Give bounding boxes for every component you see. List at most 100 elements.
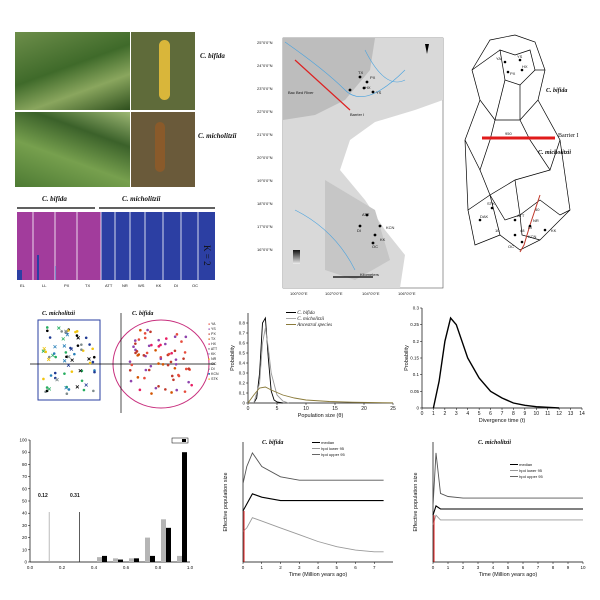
- pca-point: [88, 343, 91, 346]
- x-tick-label: 0: [421, 411, 424, 417]
- x-tick-label: 7: [537, 565, 540, 570]
- x-tick-label: 12: [556, 411, 562, 417]
- pca-point: [133, 339, 137, 342]
- bar: [113, 558, 118, 562]
- x-tick-label: 0: [432, 565, 435, 570]
- barrier-network: [464, 34, 571, 253]
- pca-point: [76, 336, 80, 340]
- bar: [118, 559, 123, 562]
- series-line: [242, 493, 384, 512]
- x-tick-label: 0.6: [123, 565, 130, 570]
- y-tick-label: 0: [24, 560, 27, 565]
- map-pop-DI: DI: [357, 228, 361, 233]
- pca-point: [190, 383, 193, 387]
- x-axis-label: Time (Million years ago): [479, 572, 538, 578]
- pca-point: [64, 385, 68, 390]
- y-tick-label: 0: [242, 401, 245, 406]
- pca-point: [45, 386, 49, 389]
- structure-k-label: K = 2: [202, 245, 212, 266]
- pca-point: [184, 367, 188, 371]
- pca-point: [82, 388, 86, 392]
- pca-point: [91, 360, 95, 364]
- x-tick-label: 3: [455, 411, 458, 417]
- pca-point: [134, 342, 137, 345]
- pca-point: [70, 370, 74, 373]
- structure-pop-OC: OC: [192, 283, 198, 288]
- pca-point: [145, 351, 149, 355]
- pca-point: [80, 348, 83, 351]
- structure-pop-LL: LL: [42, 283, 47, 288]
- map-lat-tick-3: 23°0'0"N: [257, 86, 273, 91]
- pca-point: [183, 351, 187, 354]
- bsp-micholitzii-legend: median hpd lower 95 hpd upper 95: [510, 462, 543, 480]
- y-tick-label: 80: [22, 462, 28, 467]
- x-tick-label: 5: [507, 565, 510, 570]
- pca-point: [63, 372, 66, 375]
- pca-point: [147, 344, 151, 348]
- x-tick-label: 20: [361, 406, 367, 412]
- pca-point: [157, 362, 160, 365]
- x-tick-label: 0: [247, 406, 250, 412]
- x-axis-label: Divergence time (t): [479, 418, 526, 424]
- pca-legend-item: ● NR: [208, 357, 217, 361]
- map-pop-HX: HX: [365, 85, 371, 90]
- pca-point: [167, 352, 171, 356]
- series-line: [432, 514, 583, 525]
- histogram-chart: 0 10 20 30 40 50 60 70 80 90 100 0.0 0.2 0.4 0.6 0.8 1.0: [19, 438, 193, 571]
- pca-point: [180, 340, 183, 343]
- popsize-legend: C. bifida C. micholitzii Ancestral speci…: [286, 311, 332, 329]
- y-tick-label: 0.4: [239, 361, 246, 366]
- pca-legend-item: ● TX: [208, 337, 216, 341]
- pca-point: [150, 392, 153, 395]
- y-tick-label: 0.2: [413, 339, 420, 344]
- x-axis-label: Population size (θ): [298, 413, 344, 419]
- pca-point: [64, 351, 68, 354]
- network-barrier-value: 950: [505, 131, 512, 136]
- pca-point: [57, 326, 61, 330]
- pca-point: [187, 367, 191, 371]
- pca-point: [157, 338, 160, 342]
- pca-point: [143, 336, 147, 340]
- y-tick-label: 0.25: [410, 322, 419, 327]
- pca-point: [169, 360, 173, 364]
- pca-point: [149, 364, 153, 368]
- pca-point: [128, 368, 132, 372]
- x-tick-label: 9: [567, 565, 570, 570]
- network-node-STK: STK: [487, 201, 495, 206]
- y-tick-label: 70: [22, 474, 28, 479]
- pca-point: [80, 343, 83, 346]
- network-node-48: 48: [520, 228, 525, 233]
- pca-point: [154, 386, 158, 390]
- pca-legend-item: ● PX: [208, 332, 216, 336]
- bsp-bifida-legend: median hpd lower 95 hpd upper 95: [312, 440, 345, 458]
- pca-point: [62, 344, 67, 348]
- network-node-DI: DI: [528, 225, 532, 230]
- structure-pop-NR: NR: [122, 283, 128, 288]
- map-lat-tick-9: 17°0'0"N: [257, 224, 273, 229]
- x-tick-label: 3: [477, 565, 480, 570]
- pca-point: [92, 355, 96, 359]
- pca-point: [67, 329, 70, 332]
- pca-point: [62, 359, 67, 363]
- y-tick-label: 100: [19, 438, 27, 443]
- y-tick-label: 0.2: [239, 381, 246, 386]
- structure-pop-PX: PX: [64, 283, 70, 288]
- y-tick-label: 30: [22, 523, 28, 528]
- pca-legend-item: ● STK: [208, 377, 218, 381]
- x-tick-label: 1: [260, 565, 263, 570]
- pca-point: [161, 363, 165, 366]
- y-tick-label: 0.7: [239, 331, 246, 336]
- pca-point: [183, 390, 187, 393]
- pca-point: [154, 349, 157, 352]
- pca-point: [73, 352, 76, 356]
- pca-point: [46, 357, 51, 362]
- pca-point: [70, 358, 74, 362]
- map-lon-tick-2: 102°0'0"E: [325, 291, 343, 296]
- pca-legend-item: ○ OC: [208, 362, 217, 366]
- pca-legend-item: × ATT: [208, 347, 218, 351]
- map-pop-TX: TX: [358, 70, 364, 75]
- map-lat-tick-5: 21°0'0"N: [257, 132, 273, 137]
- pca-point: [177, 373, 180, 377]
- pca-point: [142, 354, 146, 357]
- pca-point: [157, 345, 161, 348]
